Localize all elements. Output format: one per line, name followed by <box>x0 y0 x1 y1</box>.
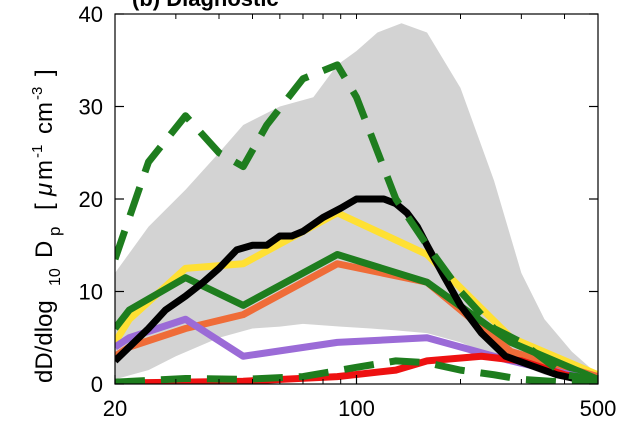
axes: 20 100 500 0 10 20 30 40 <box>79 2 617 421</box>
y-label-part-cm: cm <box>31 102 58 134</box>
y-label-part-exp1: -1 <box>29 145 46 158</box>
y-label-part-mu: μ <box>31 183 58 197</box>
series-line-2 <box>115 260 598 380</box>
y-tick-label: 40 <box>79 2 103 27</box>
y-label-part-dd: dD/dlog <box>31 300 58 383</box>
x-tick-label: 100 <box>338 396 375 421</box>
plot-area <box>115 23 598 384</box>
y-tick-label: 20 <box>79 187 103 212</box>
y-label-part-bracket-open: [ <box>31 203 58 210</box>
y-axis-label: dD/dlog 10 D p [ μ m -1 cm -3 ] <box>29 69 64 383</box>
y-label-part-p: p <box>45 227 64 236</box>
y-label-part-m: m <box>31 160 58 180</box>
y-label-part-10: 10 <box>47 268 64 286</box>
y-tick-label: 10 <box>79 280 103 305</box>
y-label-part-bracket-close: ] <box>31 69 58 76</box>
series-line-8 <box>115 357 598 384</box>
series-line-6 <box>115 195 598 384</box>
y-label-part-d: D <box>31 241 58 258</box>
y-label-part-exp3: -3 <box>29 87 46 100</box>
x-tick-label: 500 <box>580 396 617 421</box>
series-line-7 <box>115 61 598 383</box>
chart-title: (b) Diagnostic <box>132 0 279 11</box>
x-tick-label: 20 <box>103 396 127 421</box>
y-tick-label: 0 <box>91 372 103 397</box>
y-tick-label: 30 <box>79 95 103 120</box>
